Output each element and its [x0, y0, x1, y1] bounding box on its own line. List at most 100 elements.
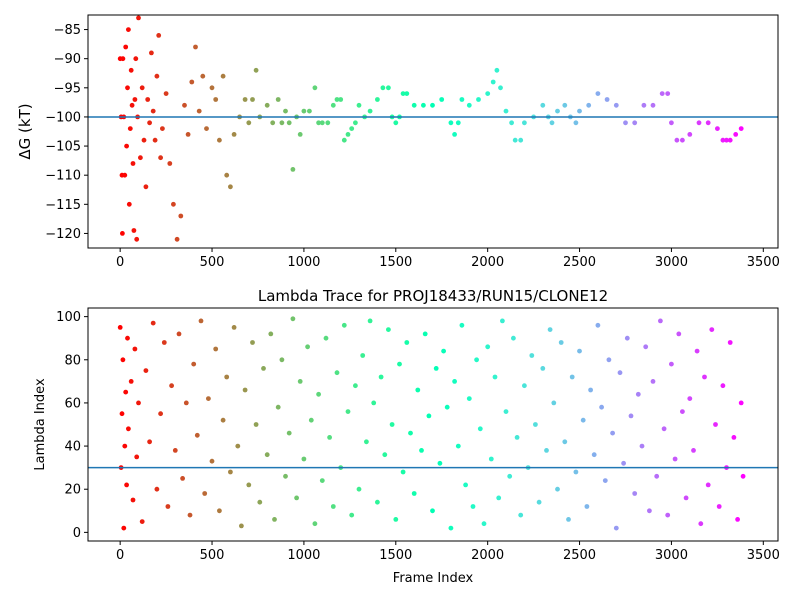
data-point [290, 167, 296, 172]
data-point [154, 486, 160, 492]
data-point [433, 366, 439, 371]
data-point [150, 108, 156, 114]
data-point [131, 228, 137, 233]
data-point [448, 120, 454, 126]
data-point [426, 413, 432, 419]
y-tick-label: −120 [45, 227, 81, 242]
data-point [404, 91, 410, 96]
data-point [198, 318, 204, 324]
data-point [132, 97, 138, 102]
data-point [386, 85, 391, 91]
data-point [503, 108, 509, 114]
data-point [680, 137, 685, 143]
data-point [441, 348, 446, 354]
data-point [509, 120, 514, 126]
data-point [691, 448, 696, 453]
data-point [715, 126, 720, 131]
data-point [209, 85, 215, 91]
data-point [735, 517, 740, 522]
data-point [242, 97, 248, 102]
data-point [455, 443, 461, 449]
data-point [727, 340, 733, 345]
data-point [698, 521, 704, 527]
data-point [569, 374, 575, 380]
data-point [577, 108, 582, 114]
delta-g-panel: 0 500 1000 1500 2000 2500 3000 3500 −120 −115 −11… [16, 14, 780, 270]
data-point [421, 102, 426, 108]
data-point [231, 132, 237, 137]
x-tick-label: 1500 [379, 255, 412, 270]
data-point [367, 108, 373, 114]
data-point [705, 120, 711, 126]
data-point [253, 422, 259, 427]
data-point [378, 374, 384, 380]
data-point [485, 91, 491, 96]
data-point [217, 137, 222, 143]
data-point [503, 409, 509, 414]
data-point [272, 517, 277, 522]
data-point [716, 504, 722, 509]
data-point [393, 517, 399, 522]
data-point [257, 499, 263, 505]
data-point [628, 413, 634, 419]
data-point [577, 348, 582, 354]
data-point [635, 391, 641, 397]
data-point [129, 102, 135, 108]
data-point [687, 132, 693, 137]
data-point [511, 335, 516, 341]
data-point [738, 126, 744, 131]
data-point [316, 391, 321, 397]
data-point [665, 91, 671, 96]
data-point [193, 44, 198, 50]
data-point [371, 400, 377, 406]
data-point [189, 79, 195, 85]
data-point [224, 172, 230, 178]
data-point [120, 56, 126, 62]
data-point [476, 97, 481, 102]
y-tick-label: 40 [64, 440, 81, 455]
data-point [650, 379, 656, 384]
delta-g-x-ticks: 0 500 1000 1500 2000 2500 3000 3500 [116, 248, 780, 270]
data-point [540, 366, 546, 371]
data-point [481, 521, 487, 527]
data-point [380, 85, 386, 91]
data-point [522, 120, 527, 126]
data-point [547, 327, 553, 332]
data-point [130, 161, 136, 166]
data-point [253, 67, 259, 73]
data-point [301, 108, 307, 114]
data-point [439, 97, 445, 102]
x-tick-label: 3500 [747, 548, 780, 563]
data-point [242, 387, 248, 393]
data-point [125, 85, 130, 91]
data-point [544, 448, 549, 453]
data-point [220, 417, 226, 423]
data-point [727, 137, 733, 143]
data-point [610, 430, 615, 436]
data-point [573, 120, 579, 126]
data-point [319, 120, 325, 126]
data-point [562, 102, 568, 108]
data-point [128, 379, 134, 384]
data-point [604, 97, 610, 102]
data-point [297, 132, 303, 137]
data-point [364, 439, 369, 445]
data-point [178, 213, 184, 219]
data-point [325, 120, 331, 126]
x-tick-label: 0 [116, 548, 124, 563]
data-point [518, 137, 524, 143]
data-point [338, 97, 344, 102]
data-point [477, 426, 483, 432]
data-point [720, 383, 726, 389]
data-point [422, 331, 428, 337]
data-point [522, 383, 527, 389]
data-point [123, 44, 129, 50]
data-point [494, 67, 500, 73]
data-point [696, 120, 702, 126]
x-tick-label: 3000 [655, 255, 688, 270]
data-point [624, 335, 630, 341]
x-tick-label: 2000 [471, 255, 504, 270]
data-point [330, 504, 336, 509]
data-point [724, 137, 729, 143]
data-point [301, 456, 307, 462]
